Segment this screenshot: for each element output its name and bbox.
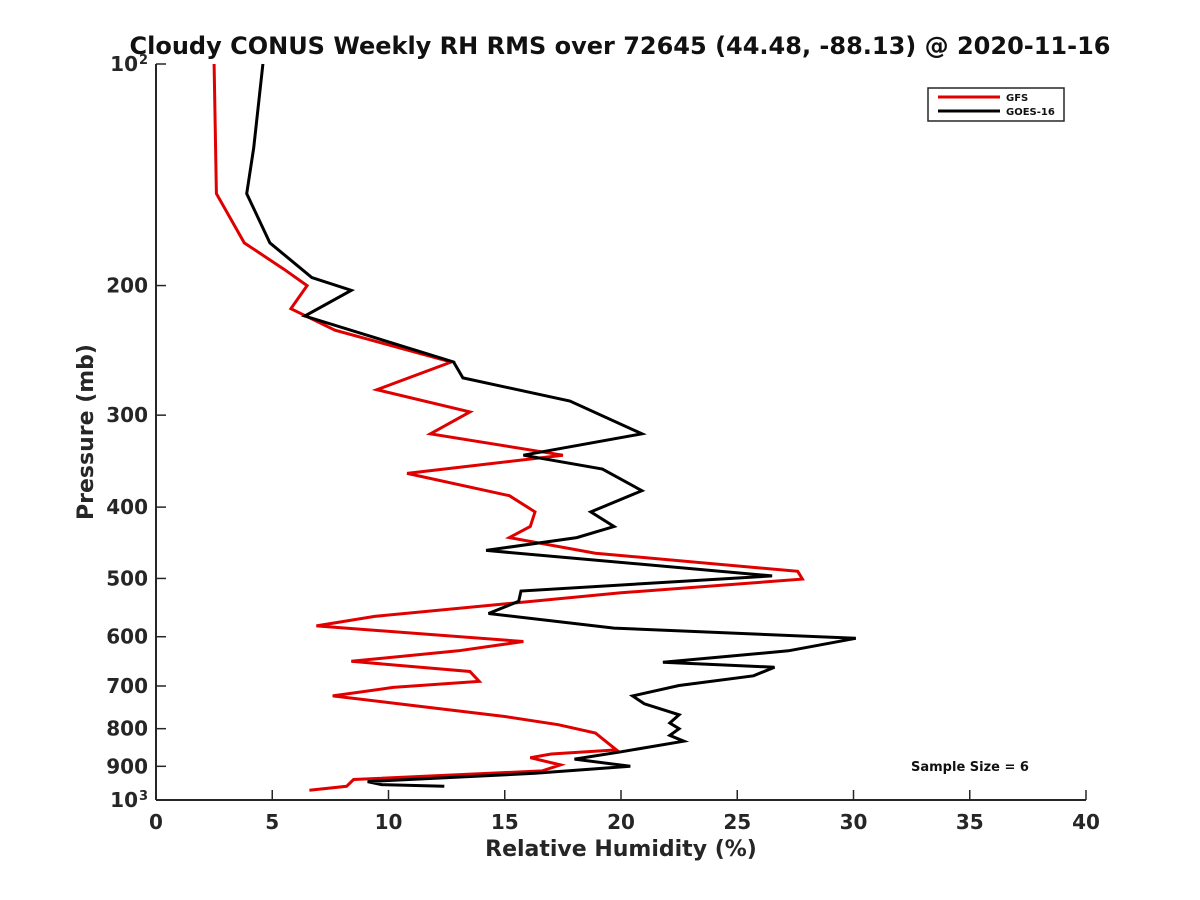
chart-title: Cloudy CONUS Weekly RH RMS over 72645 (4… — [130, 32, 1111, 60]
y-tick-label: 900 — [106, 754, 148, 778]
legend: GFS GOES-16 — [928, 88, 1064, 121]
y-tick-exponent: 2 — [139, 53, 148, 68]
x-tick-label: 0 — [149, 810, 163, 834]
legend-label-goes16: GOES-16 — [1006, 107, 1055, 118]
y-tick-label: 500 — [106, 566, 148, 590]
x-tick-label: 15 — [491, 810, 519, 834]
x-tick-label: 40 — [1072, 810, 1100, 834]
x-tick-label: 30 — [840, 810, 868, 834]
y-axis-label: Pressure (mb) — [74, 344, 99, 520]
x-tick-label: 35 — [956, 810, 984, 834]
y-tick-label: 200 — [106, 274, 148, 298]
x-tick-label: 20 — [607, 810, 635, 834]
y-tick-label: 800 — [106, 717, 148, 741]
x-tick-label: 10 — [375, 810, 403, 834]
y-tick-label: 400 — [106, 495, 148, 519]
legend-label-gfs: GFS — [1006, 93, 1028, 104]
y-tick-label: 10 — [110, 788, 138, 812]
y-tick-label: 700 — [106, 674, 148, 698]
x-tick-label: 5 — [265, 810, 279, 834]
rh-rms-profile-chart: Cloudy CONUS Weekly RH RMS over 72645 (4… — [0, 0, 1200, 900]
y-tick-exponent: 3 — [139, 789, 148, 804]
sample-size-annotation: Sample Size = 6 — [911, 760, 1029, 775]
y-tick-label: 10 — [110, 52, 138, 76]
x-axis-label: Relative Humidity (%) — [485, 837, 757, 862]
y-tick-label: 300 — [106, 403, 148, 427]
x-tick-label: 25 — [723, 810, 751, 834]
y-tick-label: 600 — [106, 625, 148, 649]
